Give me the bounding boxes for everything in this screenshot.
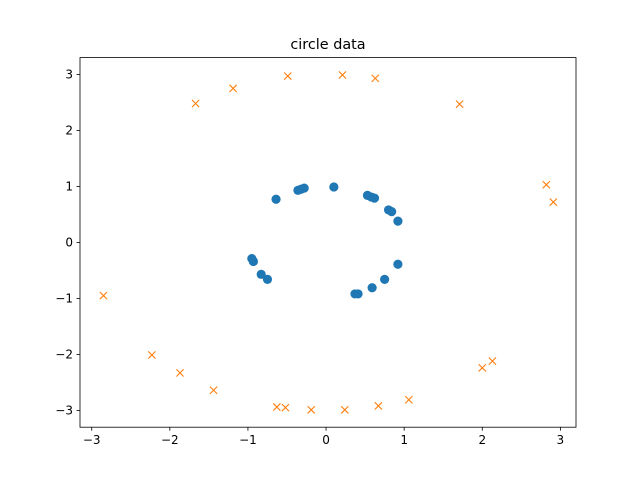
y-tick-label: 2 [65, 124, 73, 138]
data-point [404, 395, 413, 404]
y-tick-label: −1 [55, 292, 73, 306]
x-tick-label: 0 [322, 433, 330, 447]
data-point [380, 274, 390, 284]
y-tick-label: −3 [55, 404, 73, 418]
data-point [350, 289, 360, 299]
y-tick-label: 0 [65, 236, 73, 250]
y-tick-label: 3 [65, 68, 73, 82]
data-point [209, 386, 218, 395]
x-tick-label: 2 [478, 433, 486, 447]
x-tick-label: −2 [161, 433, 179, 447]
data-point [248, 256, 259, 267]
data-marks [99, 70, 558, 414]
data-point [281, 403, 290, 412]
series-0 [247, 182, 403, 299]
data-point [478, 363, 487, 372]
data-point [369, 193, 380, 203]
series-1 [99, 70, 558, 414]
y-tick-label: −2 [55, 348, 73, 362]
data-point [191, 99, 200, 108]
data-point [99, 291, 108, 300]
data-point [256, 269, 266, 279]
data-point [488, 357, 497, 366]
data-point [371, 74, 380, 83]
data-point [338, 70, 347, 79]
data-point [272, 403, 281, 412]
x-axis: −3 −2 −1 0 1 2 3 [83, 427, 564, 447]
x-tick-label: 1 [400, 433, 408, 447]
data-point [542, 180, 551, 189]
chart-title: circle data [290, 37, 365, 53]
y-axis: −3 −2 −1 0 1 2 3 [55, 68, 80, 418]
data-point [307, 405, 316, 414]
data-point [329, 182, 339, 192]
data-point [393, 216, 403, 226]
data-point [340, 405, 349, 414]
x-tick-label: −1 [239, 433, 257, 447]
data-point [175, 368, 184, 377]
data-point [293, 185, 303, 195]
data-point [455, 100, 464, 109]
data-point [262, 274, 273, 284]
data-point [147, 350, 156, 359]
data-point [374, 401, 383, 410]
data-point [387, 207, 397, 217]
data-point [393, 259, 403, 269]
x-tick-label: 3 [557, 433, 565, 447]
y-tick-label: 1 [65, 180, 73, 194]
data-point [367, 283, 377, 293]
x-tick-label: −3 [83, 433, 101, 447]
data-point [229, 84, 238, 93]
data-point [549, 198, 558, 207]
data-point [283, 72, 292, 81]
plot-area [80, 57, 576, 428]
data-point [271, 194, 281, 204]
